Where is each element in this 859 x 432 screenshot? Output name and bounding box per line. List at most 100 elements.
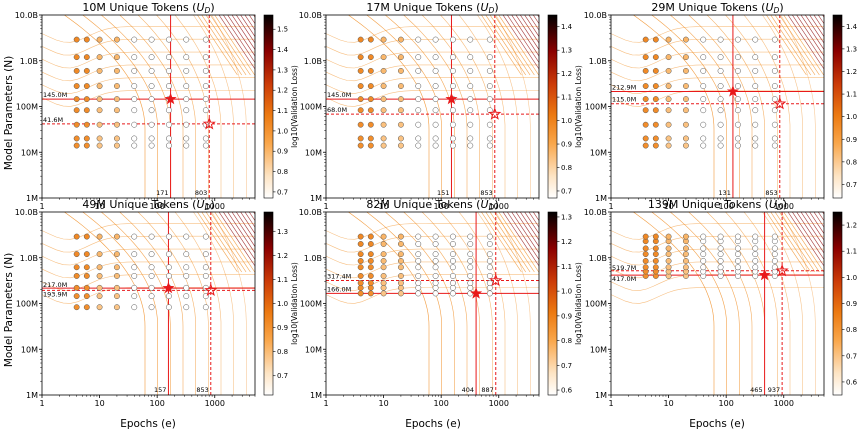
scatter-point bbox=[367, 67, 374, 74]
scatter-points bbox=[357, 233, 493, 297]
colorbar-tick-label: 1.3 bbox=[561, 213, 572, 221]
colorbar-tick-label: 1.2 bbox=[846, 222, 857, 230]
contour-curve bbox=[611, 64, 824, 82]
scatter-point bbox=[380, 280, 387, 286]
scatter-point bbox=[202, 135, 209, 142]
scatter-point bbox=[113, 107, 120, 114]
scatter-point bbox=[131, 54, 138, 61]
scatter-point bbox=[752, 36, 759, 43]
scatter-point bbox=[367, 241, 374, 247]
title-suffix: Unique Tokens ( bbox=[390, 198, 481, 211]
scatter-point bbox=[202, 36, 209, 43]
subplot-2: 17M Unique Tokens (UD)1M10M100M1.0B10.0B… bbox=[299, 1, 583, 211]
title-prefix: 49M bbox=[82, 198, 106, 211]
contour-diagonal bbox=[210, 15, 251, 76]
contour-curve bbox=[495, 15, 531, 198]
contour-curve bbox=[633, 15, 715, 198]
scatter-point bbox=[113, 273, 120, 279]
scatter-point bbox=[183, 264, 190, 271]
title-close: ) bbox=[783, 198, 787, 211]
x-tick-label: 100 bbox=[434, 399, 449, 408]
y-tick-label: 10M bbox=[590, 345, 607, 354]
scatter-point bbox=[771, 96, 778, 103]
scatter-point bbox=[734, 107, 741, 114]
subplot-grid: 10M Unique Tokens (UD)1M10M100M1.0B10.0B… bbox=[15, 1, 858, 408]
scatter-point bbox=[96, 121, 103, 128]
scatter-point bbox=[700, 107, 707, 114]
scatter-point bbox=[734, 135, 741, 142]
contour-diagonal bbox=[520, 15, 539, 44]
scatter-point bbox=[771, 83, 778, 89]
scatter-point bbox=[652, 245, 659, 252]
vline-label: 853 bbox=[480, 189, 492, 197]
scatter-point bbox=[357, 264, 364, 271]
scatter-point bbox=[73, 264, 80, 271]
scatter-point bbox=[642, 245, 649, 252]
scatter-point bbox=[96, 284, 103, 291]
scatter-point bbox=[83, 264, 90, 271]
scatter-point bbox=[467, 36, 474, 43]
title-close: ) bbox=[494, 198, 498, 211]
colorbar-tick-label: 0.6 bbox=[561, 387, 573, 395]
scatter-point bbox=[183, 233, 190, 240]
title-prefix: 17M bbox=[366, 1, 390, 14]
contour-curve bbox=[211, 212, 247, 395]
scatter-point bbox=[367, 233, 374, 240]
x-tick-label: 1 bbox=[608, 399, 613, 408]
contour-diagonal bbox=[805, 212, 824, 241]
contour-curve bbox=[725, 212, 778, 395]
vline-label: 887 bbox=[481, 386, 493, 394]
scatter-point bbox=[113, 54, 120, 61]
x-tick-label: 100 bbox=[434, 202, 449, 211]
optimum-star-dashed bbox=[773, 96, 787, 110]
contour-diagonal bbox=[792, 212, 824, 261]
scatter-point bbox=[397, 67, 404, 74]
vline-label: 937 bbox=[768, 386, 780, 394]
scatter-point bbox=[771, 135, 778, 142]
contour-curve bbox=[64, 15, 146, 198]
scatter-point bbox=[357, 96, 364, 103]
scatter-point bbox=[717, 67, 724, 74]
scatter-point bbox=[202, 142, 209, 149]
contour-curve bbox=[440, 15, 493, 198]
scatter-point bbox=[397, 142, 404, 149]
contour-curve bbox=[403, 15, 468, 198]
x-tick-label: 1 bbox=[323, 399, 328, 408]
scatter-point bbox=[467, 121, 474, 128]
colorbar-tick-label: 1.0 bbox=[846, 274, 857, 282]
contour-lines bbox=[326, 15, 539, 198]
scatter-point bbox=[717, 107, 724, 114]
colorbar-tick-label: 1.2 bbox=[277, 87, 288, 95]
scatter-point bbox=[665, 96, 672, 103]
scatter-point bbox=[682, 142, 689, 149]
scatter-point bbox=[380, 142, 387, 149]
colorbar-tick-label: 0.6 bbox=[846, 378, 858, 386]
scatter-point bbox=[367, 107, 374, 114]
colorbar-tick-label: 1.2 bbox=[561, 70, 572, 78]
hline-label: 417.0M bbox=[612, 275, 636, 283]
scatter-point bbox=[449, 280, 456, 286]
scatter-point bbox=[397, 107, 404, 114]
scatter-point bbox=[449, 233, 456, 240]
scatter-point bbox=[642, 142, 649, 149]
scatter-point bbox=[397, 251, 404, 258]
subplot-1: 10M Unique Tokens (UD)1M10M100M1.0B10.0B… bbox=[15, 1, 299, 211]
scatter-point bbox=[183, 273, 190, 279]
scatter-point bbox=[642, 54, 649, 61]
scatter-point bbox=[73, 121, 80, 128]
colorbar-tick-label: 0.7 bbox=[277, 188, 288, 196]
colorbar-tick-label: 1.4 bbox=[561, 23, 573, 31]
scatter-point bbox=[165, 83, 172, 89]
scatter-point bbox=[415, 83, 422, 89]
contour-curve bbox=[688, 15, 753, 198]
scatter-point bbox=[665, 67, 672, 74]
scatter-point bbox=[682, 233, 689, 240]
contour-diagonal bbox=[774, 15, 816, 76]
scatter-point bbox=[642, 83, 649, 89]
scatter-point bbox=[432, 135, 439, 142]
scatter-point bbox=[148, 121, 155, 128]
y-tick-label: 100M bbox=[16, 103, 38, 112]
scatter-point bbox=[397, 290, 404, 297]
scatter-point bbox=[367, 83, 374, 89]
x-tick-label: 1 bbox=[608, 202, 613, 211]
